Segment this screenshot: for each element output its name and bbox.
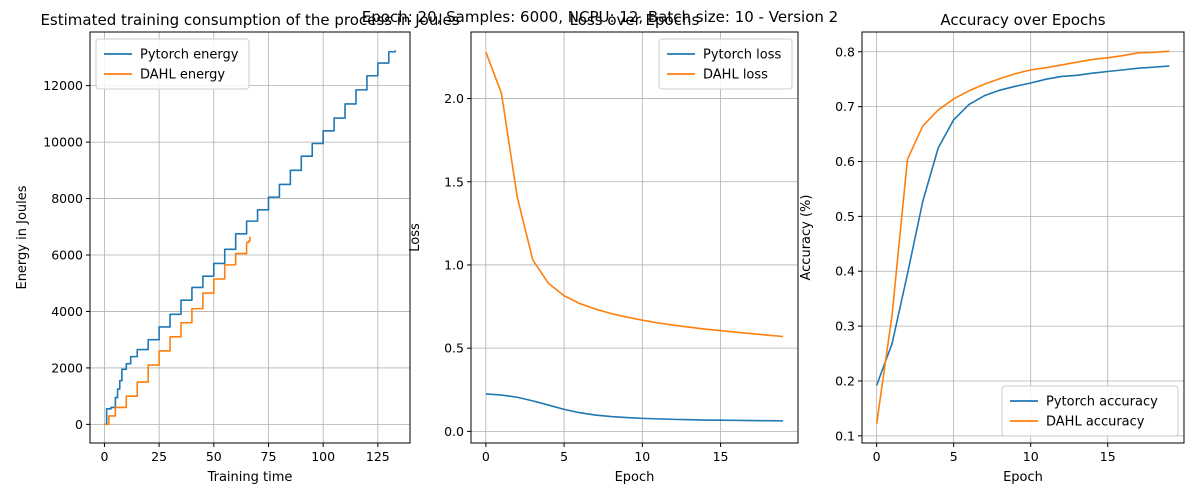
legend-box — [1001, 385, 1179, 437]
y-tick-label: 0.1 — [835, 428, 855, 443]
legend-box — [658, 38, 793, 90]
x-tick-label: 25 — [151, 449, 167, 464]
x-tick-label: 5 — [560, 449, 568, 464]
x-tick-label: 0 — [482, 449, 490, 464]
y-tick-label: 10000 — [43, 135, 83, 150]
y-tick-label: 0.0 — [444, 424, 464, 439]
x-tick-label: 0 — [100, 449, 108, 464]
x-tick-label: 100 — [311, 449, 335, 464]
series-line-2 — [104, 236, 251, 426]
x-tick-label: 15 — [1100, 449, 1116, 464]
series-line-1 — [104, 50, 397, 426]
y-tick-label: 0.8 — [835, 44, 855, 59]
plot-frame — [861, 31, 1185, 444]
legend-label: Pytorch loss — [703, 48, 782, 63]
legend-label: Pytorch accuracy — [1046, 395, 1158, 410]
chart-1: 0 25 50 75 100 125 0 2000 4000 6000 8000 10000 12000… — [15, 11, 460, 485]
x-axis-label: Epoch — [1003, 470, 1043, 485]
x-axis-label: Epoch — [615, 470, 655, 485]
y-tick-label: 12000 — [43, 78, 83, 93]
x-tick-label: 10 — [1023, 449, 1039, 464]
y-tick-label: 1.5 — [444, 174, 464, 189]
chart-title: Loss over Epochs — [570, 11, 700, 29]
x-tick-label: 75 — [261, 449, 277, 464]
legend-label: DAHL energy — [140, 68, 225, 83]
legend: Pytorch energy DAHL energy — [95, 38, 250, 90]
y-axis-label: Loss — [408, 223, 423, 252]
y-axis-label: Accuracy (%) — [799, 195, 814, 281]
x-tick-label: 10 — [634, 449, 650, 464]
x-tick-label: 0 — [873, 449, 881, 464]
legend-box — [95, 38, 250, 90]
legend-label: Pytorch energy — [140, 48, 239, 63]
x-tick-label: 15 — [713, 449, 729, 464]
chart-2: 0 5 10 15 0.0 0.5 1.0 1.5 2.0 Loss over Epochs Epo… — [408, 11, 799, 485]
y-tick-label: 0 — [75, 417, 83, 432]
series-line-2 — [875, 50, 1170, 424]
x-tick-label: 5 — [950, 449, 958, 464]
y-tick-label: 0.5 — [835, 209, 855, 224]
y-tick-label: 8000 — [51, 191, 83, 206]
chart-3: 0 5 10 15 0.1 0.2 0.3 0.4 0.5 0.6 0.7 0.8 Accuracy o… — [799, 11, 1185, 485]
plots-layer: 0 25 50 75 100 125020004000600080001000012000… — [15, 11, 1185, 485]
plot-frame — [470, 31, 799, 444]
legend-label: DAHL accuracy — [1046, 415, 1145, 430]
figure-suptitle: Epoch: 20, Samples: 6000, NCPU: 12, Batc… — [362, 8, 838, 26]
series-line-1 — [485, 393, 784, 422]
y-tick-label: 0.2 — [835, 373, 855, 388]
y-axis-label: Energy in Joules — [15, 185, 30, 289]
series-line-2 — [485, 51, 784, 338]
x-axis-label: Training time — [207, 470, 293, 485]
plot-frame — [89, 31, 411, 444]
y-tick-label: 4000 — [51, 304, 83, 319]
chart-title: Estimated training consumption of the pr… — [40, 11, 459, 29]
y-tick-label: 2000 — [51, 360, 83, 375]
y-tick-label: 0.6 — [835, 154, 855, 169]
x-tick-label: 50 — [206, 449, 222, 464]
y-tick-label: 0.5 — [444, 341, 464, 356]
legend: Pytorch accuracy DAHL accuracy — [1001, 385, 1179, 437]
y-tick-label: 2.0 — [444, 91, 464, 106]
x-tick-label: 125 — [366, 449, 390, 464]
y-tick-label: 6000 — [51, 248, 83, 263]
y-tick-label: 1.0 — [444, 257, 464, 272]
y-tick-label: 0.7 — [835, 99, 855, 114]
series-line-1 — [875, 65, 1170, 386]
legend: Pytorch loss DAHL loss — [658, 38, 793, 90]
y-tick-label: 0.3 — [835, 319, 855, 334]
legend-label: DAHL loss — [703, 68, 768, 83]
y-tick-label: 0.4 — [835, 264, 855, 279]
chart-title: Accuracy over Epochs — [940, 11, 1105, 29]
